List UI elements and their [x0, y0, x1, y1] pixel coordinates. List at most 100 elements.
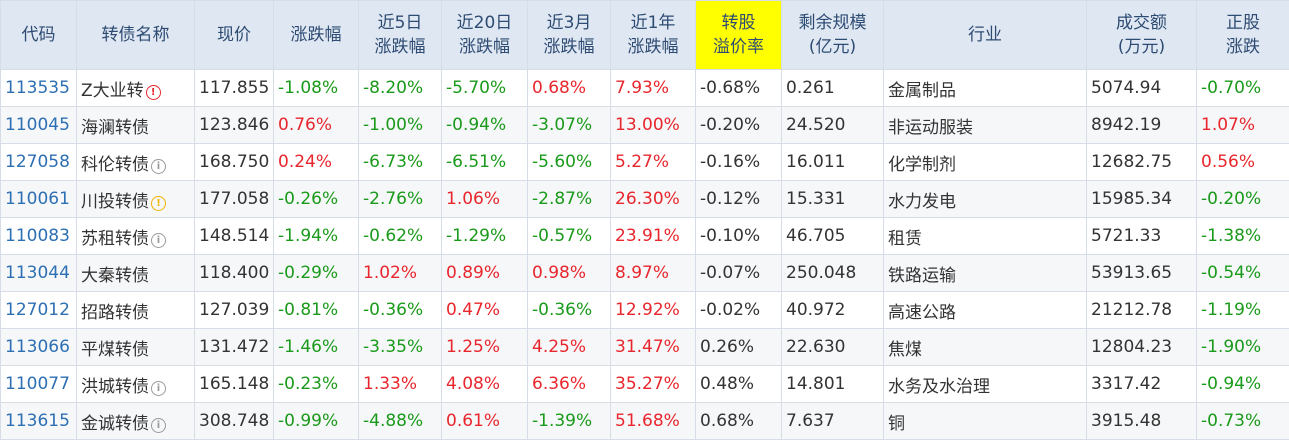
column-header-turnover[interactable]: 成交额(万元) [1087, 1, 1197, 70]
cell-m3: -0.36% [528, 292, 611, 329]
cell-value: 1.07% [1201, 115, 1255, 135]
cell-value: 127.039 [199, 300, 269, 320]
cell-value: 40.972 [786, 300, 845, 320]
cell-value: 113066 [5, 337, 70, 357]
cell-name[interactable]: 大秦转债 [77, 255, 195, 292]
column-header-name[interactable]: 转债名称 [77, 1, 195, 70]
cell-chg: -0.26% [274, 181, 359, 218]
column-header-label: 代码 [22, 25, 56, 45]
cell-code[interactable]: 127012 [1, 292, 77, 329]
info-circle-icon[interactable]: i [151, 159, 166, 174]
cell-value: 4.25% [532, 337, 586, 357]
cell-value: -0.73% [1201, 411, 1261, 431]
cell-value: 5721.33 [1091, 226, 1161, 246]
cell-value: -1.38% [1201, 226, 1261, 246]
cell-value: 3317.42 [1091, 374, 1161, 394]
column-header-label: 近5日 [378, 13, 423, 33]
cell-code[interactable]: 110077 [1, 366, 77, 403]
column-header-stock-change[interactable]: 正股涨跌 [1197, 1, 1289, 70]
cell-m3: -5.60% [528, 144, 611, 181]
cell-d20: 0.89% [442, 255, 528, 292]
cell-name[interactable]: 平煤转债 [77, 329, 195, 366]
cell-price: 118.400 [195, 255, 274, 292]
cell-code[interactable]: 110061 [1, 181, 77, 218]
cell-value: 113615 [5, 411, 70, 431]
column-header-premium[interactable]: 转股溢价率 [696, 1, 782, 70]
cell-value: 5.27% [615, 152, 669, 172]
cell-value: -5.60% [532, 152, 592, 172]
cell-price: 131.472 [195, 329, 274, 366]
cell-value: 12682.75 [1091, 152, 1172, 172]
info-circle-icon[interactable]: i [151, 418, 166, 433]
column-header-code[interactable]: 代码 [1, 1, 77, 70]
cell-code[interactable]: 113044 [1, 255, 77, 292]
column-header-change-5d[interactable]: 近5日涨跌幅 [359, 1, 442, 70]
cell-value: 26.30% [615, 189, 680, 209]
cell-code[interactable]: 127058 [1, 144, 77, 181]
column-header-price[interactable]: 现价 [195, 1, 274, 70]
cell-value: 0.76% [278, 115, 332, 135]
warning-circle-icon[interactable]: ! [151, 196, 166, 211]
cell-turnover: 21212.78 [1087, 292, 1197, 329]
cell-value: 31.47% [615, 337, 680, 357]
cell-value: 15985.34 [1091, 189, 1172, 209]
cell-price: 168.750 [195, 144, 274, 181]
info-circle-icon[interactable]: i [151, 381, 166, 396]
cell-value: -0.99% [278, 411, 338, 431]
column-header-scale[interactable]: 剩余规模(亿元) [782, 1, 884, 70]
cell-value: 250.048 [786, 263, 856, 283]
cell-price: 127.039 [195, 292, 274, 329]
cell-d5: 1.02% [359, 255, 442, 292]
cell-value: 14.801 [786, 374, 845, 394]
column-header-change-1y[interactable]: 近1年涨跌幅 [611, 1, 696, 70]
cell-name[interactable]: 海澜转债 [77, 107, 195, 144]
column-header-change[interactable]: 涨跌幅 [274, 1, 359, 70]
cell-name[interactable]: Z大业转! [77, 70, 195, 107]
cell-value: 高速公路 [888, 303, 956, 323]
cell-code[interactable]: 113535 [1, 70, 77, 107]
cell-code[interactable]: 110045 [1, 107, 77, 144]
exclamation-circle-icon[interactable]: ! [146, 85, 161, 100]
column-header-sublabel: 涨跌幅 [544, 37, 595, 57]
cell-value: 131.472 [199, 337, 269, 357]
cell-price: 177.058 [195, 181, 274, 218]
cell-chg: -0.81% [274, 292, 359, 329]
cell-code[interactable]: 110083 [1, 218, 77, 255]
cell-code[interactable]: 113066 [1, 329, 77, 366]
cell-stock-chg: -0.20% [1197, 181, 1289, 218]
cell-value: -0.57% [532, 226, 592, 246]
cell-d5: -2.76% [359, 181, 442, 218]
column-header-change-20d[interactable]: 近20日涨跌幅 [442, 1, 528, 70]
cell-premium: 0.26% [696, 329, 782, 366]
cell-name[interactable]: 川投转债! [77, 181, 195, 218]
cell-code[interactable]: 113615 [1, 403, 77, 440]
cell-value: 165.148 [199, 374, 269, 394]
info-circle-icon[interactable]: i [151, 233, 166, 248]
cell-name[interactable]: 招路转债 [77, 292, 195, 329]
cell-scale: 46.705 [782, 218, 884, 255]
cell-turnover: 3317.42 [1087, 366, 1197, 403]
cell-value: 金属制品 [888, 81, 956, 101]
cell-industry: 化学制剂 [884, 144, 1087, 181]
cell-premium: -0.20% [696, 107, 782, 144]
column-header-industry[interactable]: 行业 [884, 1, 1087, 70]
cell-y1: 5.27% [611, 144, 696, 181]
column-header-change-3m[interactable]: 近3月涨跌幅 [528, 1, 611, 70]
cell-d20: -1.29% [442, 218, 528, 255]
cell-value: -0.94% [446, 115, 506, 135]
